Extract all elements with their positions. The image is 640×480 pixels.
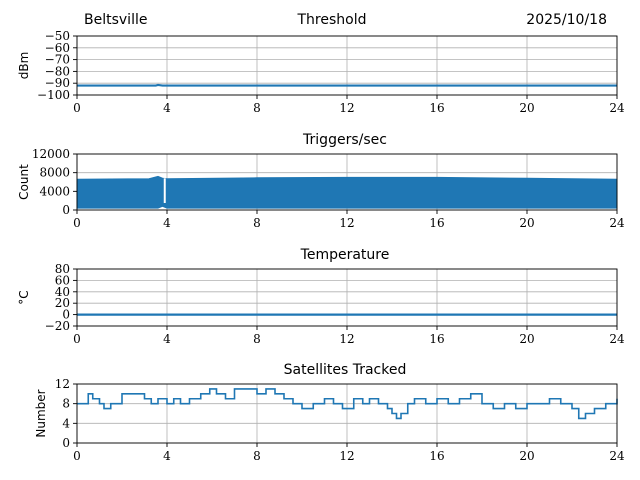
threshold-ytick-label-4: −60 [45, 41, 70, 55]
threshold-ylabel: dBm [17, 52, 31, 80]
satellites-xtick-label-3: 12 [339, 449, 354, 463]
threshold-ytick-label-1: −90 [45, 76, 70, 90]
temperature-ytick-label-2: 20 [55, 296, 70, 310]
threshold-xtick-label-4: 16 [429, 101, 444, 115]
threshold-ytick-label-3: −70 [45, 53, 70, 67]
triggers-ytick-label-0: 0 [62, 203, 70, 217]
satellites-ytick-label-2: 8 [62, 397, 70, 411]
triggers-xtick-label-6: 24 [609, 216, 625, 230]
triggers-xtick-label-4: 16 [429, 216, 444, 230]
threshold-series-line-0 [77, 83, 617, 87]
date-label: 2025/10/18 [526, 12, 607, 28]
temperature-ytick-label-1: 0 [62, 308, 70, 322]
satellites-series-line-0 [77, 388, 618, 420]
temperature-ytick-label-4: 60 [55, 273, 70, 287]
location-label: Beltsville [84, 12, 148, 28]
threshold-title: Threshold [297, 12, 367, 28]
satellites-xtick-label-1: 4 [163, 449, 171, 463]
temperature-ytick-label-0: −20 [45, 319, 70, 333]
triggers-xtick-label-5: 20 [519, 216, 534, 230]
temperature-xtick-label-1: 4 [163, 332, 171, 346]
satellites-xtick-label-6: 24 [609, 449, 625, 463]
threshold-xtick-label-3: 12 [339, 101, 354, 115]
satellites-xtick-label-2: 8 [253, 449, 261, 463]
temperature-ytick-label-5: 80 [55, 262, 70, 276]
satellites-ytick-label-0: 0 [62, 436, 70, 450]
threshold-xtick-label-2: 8 [253, 101, 261, 115]
triggers-title: Triggers/sec [302, 132, 387, 148]
threshold-xtick-label-6: 24 [609, 101, 625, 115]
temperature-ytick-label-3: 40 [55, 285, 70, 299]
triggers-ytick-label-3: 12000 [32, 147, 70, 161]
temperature-xtick-label-5: 20 [519, 332, 534, 346]
triggers-xtick-label-1: 4 [163, 216, 171, 230]
threshold-ytick-label-0: −100 [37, 88, 70, 102]
temperature-xtick-label-3: 12 [339, 332, 354, 346]
threshold-ytick-label-5: −50 [45, 29, 70, 43]
triggers-ytick-label-2: 8000 [39, 166, 70, 180]
triggers-xtick-label-0: 0 [73, 216, 81, 230]
temperature-xtick-label-2: 8 [253, 332, 261, 346]
triggers-xtick-label-3: 12 [339, 216, 354, 230]
triggers-series-band-0 [76, 175, 618, 209]
temperature-ylabel: °C [17, 290, 31, 304]
threshold-xtick-label-5: 20 [519, 101, 534, 115]
triggers-xtick-label-2: 8 [253, 216, 261, 230]
triggers-ytick-label-1: 4000 [39, 184, 70, 198]
temperature-xtick-label-6: 24 [609, 332, 625, 346]
satellites-ylabel: Number [34, 389, 48, 437]
temperature-xtick-label-0: 0 [73, 332, 81, 346]
satellites-ytick-label-3: 12 [55, 377, 70, 391]
satellites-xtick-label-0: 0 [73, 449, 81, 463]
satellites-xtick-label-5: 20 [519, 449, 534, 463]
satellites-title: Satellites Tracked [284, 362, 407, 378]
threshold-xtick-label-0: 0 [73, 101, 81, 115]
triggers-ylabel: Count [17, 164, 31, 200]
satellites-ytick-label-1: 4 [62, 416, 70, 430]
temperature-title: Temperature [300, 247, 390, 263]
temperature-xtick-label-4: 16 [429, 332, 444, 346]
satellites-xtick-label-4: 16 [429, 449, 444, 463]
threshold-xtick-label-1: 4 [163, 101, 171, 115]
threshold-ytick-label-2: −80 [45, 64, 70, 78]
